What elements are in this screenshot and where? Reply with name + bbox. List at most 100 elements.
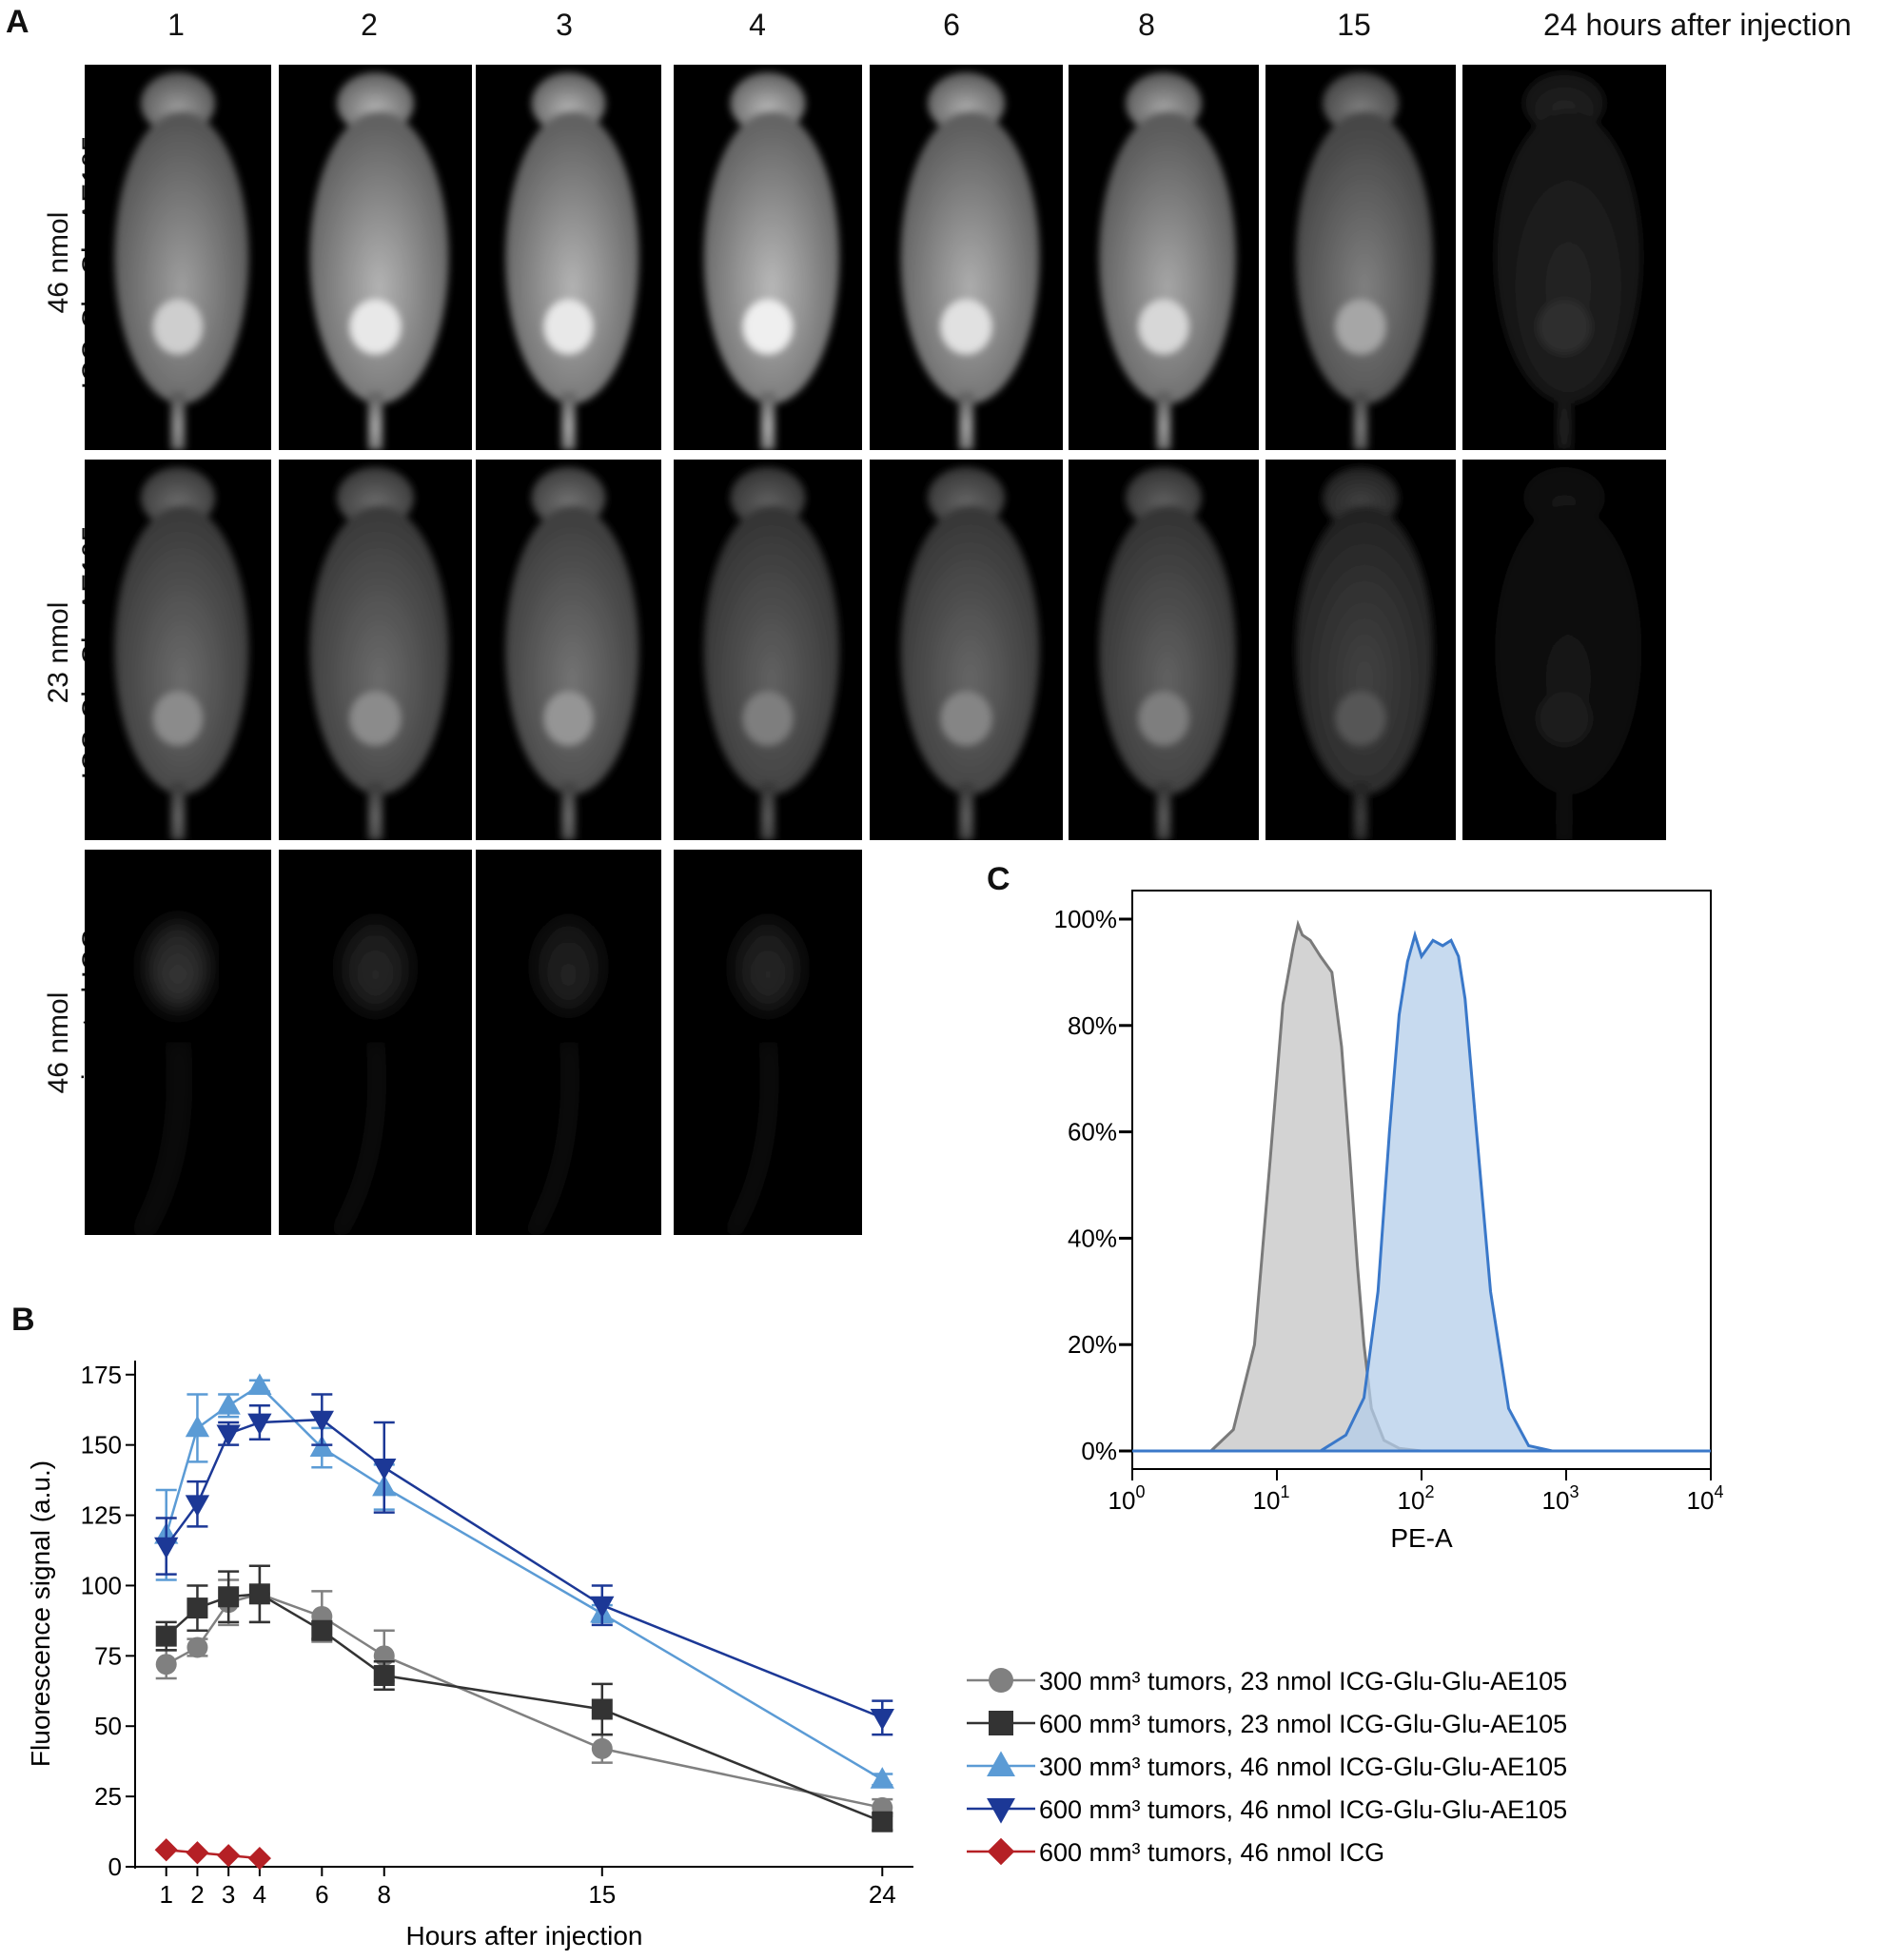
mouse-silhouette — [505, 467, 639, 840]
legend-marker — [987, 1797, 1015, 1824]
tumor-hotspot — [350, 300, 401, 354]
mouse-body — [527, 918, 602, 1235]
mouse-tail — [958, 783, 974, 840]
x-tick-label: 15 — [588, 1880, 616, 1909]
x-tick-exponent: 1 — [1280, 1482, 1289, 1501]
mouse-fluorescence-image — [1069, 460, 1259, 840]
row-label-line: 46 nmol — [43, 211, 74, 314]
mouse-body — [505, 72, 639, 450]
mouse-body — [900, 72, 1040, 450]
mouse-silhouette — [309, 72, 449, 450]
mouse-tail — [136, 1042, 185, 1235]
y-tick-label: 20% — [1068, 1330, 1117, 1359]
hour-label: 8 — [1138, 8, 1155, 42]
mouse-fluorescence-image — [1462, 460, 1666, 840]
legend-label: anti-uPAR stain — [1201, 1559, 1383, 1560]
mouse-silhouette — [114, 467, 249, 840]
data-point — [217, 1844, 241, 1868]
data-point — [247, 1847, 271, 1871]
fluorescence-line-chart: 0 25 50 75 100 125 150 175 1 2 3 4 6 8 15 24 Fluorescenc… — [26, 1361, 913, 1950]
y-tick-label: 75 — [94, 1641, 122, 1670]
mouse-silhouette — [703, 467, 840, 840]
mouse-torso — [1495, 110, 1642, 404]
y-tick-label: 0% — [1081, 1437, 1117, 1465]
tumor-hotspot — [535, 918, 602, 1012]
tumor-hotspot — [340, 918, 411, 1012]
legend-label: 300 mm³ tumors, 46 nmol ICG-Glu-Glu-AE10… — [1039, 1753, 1567, 1781]
mouse-torso — [309, 110, 449, 404]
mouse-tail — [760, 783, 775, 840]
tumor-hotspot — [350, 692, 401, 745]
legend-entry: 300 mm³ tumors, 23 nmol ICG-Glu-Glu-AE10… — [967, 1667, 1567, 1695]
y-tick-label: 125 — [81, 1501, 122, 1530]
mouse-torso — [900, 505, 1040, 794]
chart-b-legend: 300 mm³ tumors, 23 nmol ICG-Glu-Glu-AE10… — [967, 1667, 1567, 1867]
mouse-fluorescence-image — [476, 850, 661, 1235]
mouse-fluorescence-image — [1069, 65, 1259, 450]
legend-entry: 600 mm³ tumors, 46 nmol ICG-Glu-Glu-AE10… — [967, 1795, 1567, 1824]
data-point — [185, 1415, 210, 1438]
mouse-tail — [367, 783, 383, 840]
x-tick-exponent: 4 — [1714, 1482, 1723, 1501]
x-tick-label: 100 — [1108, 1482, 1146, 1515]
data-point — [309, 1410, 334, 1433]
mouse-body — [1099, 72, 1236, 450]
legend-entry: anti-uPAR stain — [1201, 1559, 1383, 1560]
data-point — [216, 1424, 241, 1447]
x-tick-label: 104 — [1687, 1482, 1724, 1515]
mouse-torso — [1099, 110, 1236, 404]
mouse-torso — [114, 110, 249, 404]
mouse-tail — [1353, 783, 1368, 840]
legend-label: 600 mm³ tumors, 23 nmol ICG-Glu-Glu-AE10… — [1039, 1710, 1567, 1738]
tumor-hotspot — [544, 300, 593, 354]
legend-label: 600 mm³ tumors, 46 nmol ICG-Glu-Glu-AE10… — [1039, 1795, 1567, 1824]
mouse-fluorescence-image — [870, 65, 1063, 450]
y-tick-label: 80% — [1068, 1011, 1117, 1040]
mouse-silhouette — [726, 918, 802, 1235]
hour-label: 2 — [361, 8, 378, 42]
x-tick-label: 1 — [159, 1880, 172, 1909]
series-3 — [154, 1393, 894, 1736]
mouse-silhouette — [1296, 72, 1433, 450]
hour-label-last: 24 hours after injection — [1543, 8, 1852, 42]
data-point — [373, 1665, 395, 1687]
mouse-torso — [309, 505, 449, 794]
mouse-body — [309, 467, 449, 840]
mouse-fluorescence-image — [279, 850, 472, 1235]
y-tick-label: 150 — [81, 1431, 122, 1460]
row-label-line: 46 nmol — [43, 991, 74, 1094]
mouse-silhouette — [703, 72, 840, 450]
data-point — [186, 1597, 208, 1619]
mouse-fluorescence-image — [279, 65, 472, 450]
tumor-hotspot — [153, 692, 203, 745]
mouse-torso — [505, 505, 639, 794]
data-point — [186, 1637, 208, 1658]
mouse-body — [900, 467, 1040, 840]
mouse-tail — [527, 1042, 576, 1235]
tumor-hotspot — [144, 918, 212, 1012]
y-tick-label: 0 — [108, 1852, 122, 1881]
mouse-tail — [560, 783, 577, 840]
x-tick-label: 102 — [1398, 1482, 1435, 1515]
mouse-silhouette — [527, 918, 602, 1235]
x-axis-label: Hours after injection — [405, 1921, 642, 1950]
tumor-hotspot — [743, 300, 793, 354]
mouse-silhouette — [332, 918, 411, 1235]
hour-label: 3 — [556, 8, 573, 42]
data-point — [216, 1393, 241, 1415]
x-tick-label: 4 — [253, 1880, 266, 1909]
data-point — [218, 1586, 240, 1608]
hour-label: 4 — [749, 8, 766, 42]
tumor-hotspot — [153, 300, 203, 354]
mouse-tail — [1156, 392, 1171, 450]
tumor-hotspot — [1139, 300, 1188, 354]
mouse-silhouette — [1099, 72, 1236, 450]
data-point — [590, 1596, 615, 1618]
mouse-fluorescence-image — [85, 65, 271, 450]
tumor-hotspot — [1538, 692, 1591, 745]
panel-letter-c: C — [987, 861, 1010, 897]
mouse-fluorescence-image — [1265, 460, 1456, 840]
mouse-torso — [1099, 505, 1236, 794]
data-point — [311, 1619, 333, 1641]
histogram-1 — [1315, 930, 1553, 1453]
